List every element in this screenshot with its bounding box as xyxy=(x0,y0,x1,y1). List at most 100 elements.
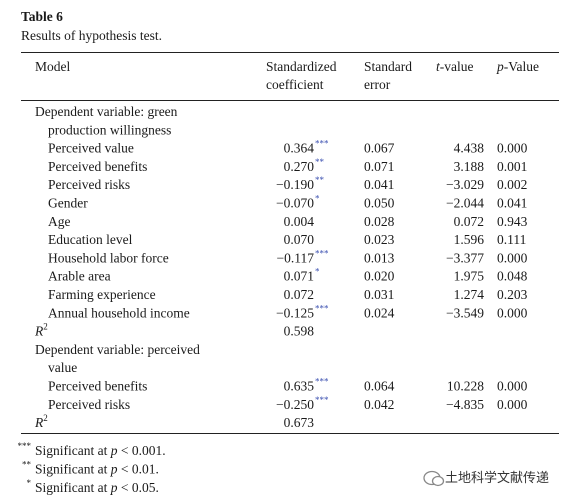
row-name: Arable area xyxy=(48,269,111,284)
coef: 0.364 xyxy=(284,141,315,156)
section-heading: production willingness xyxy=(48,122,171,137)
significance-stars: *** xyxy=(315,139,329,149)
p-value: 0.048 xyxy=(497,269,528,284)
watermark: 土地科学文献传递 xyxy=(445,470,549,486)
coef: 0.270 xyxy=(284,159,315,174)
text: Significant at xyxy=(35,480,111,495)
header-coef: Standardized xyxy=(266,59,337,74)
sup: 2 xyxy=(43,413,48,423)
footnote-mark: ** xyxy=(22,460,32,470)
coef: 0.071 xyxy=(284,269,314,284)
coef: 0.635 xyxy=(284,379,315,394)
coef: 0.004 xyxy=(284,214,315,229)
std-error: 0.013 xyxy=(364,250,395,265)
std-error: 0.071 xyxy=(364,159,394,174)
row-name: Perceived risks xyxy=(48,177,130,192)
p-value: 0.000 xyxy=(497,141,528,156)
p-value: 0.002 xyxy=(497,177,527,192)
significance-stars: *** xyxy=(315,303,329,313)
coef: 0.070 xyxy=(284,232,315,247)
t-value: −2.044 xyxy=(446,196,484,211)
row-name: Perceived risks xyxy=(48,397,130,412)
t-value: 1.596 xyxy=(454,232,485,247)
header-model: Model xyxy=(35,59,70,74)
sup: 2 xyxy=(43,322,48,332)
coef: −0.190 xyxy=(276,177,314,192)
p-value: 0.000 xyxy=(497,250,528,265)
significance-stars: * xyxy=(315,194,320,204)
italic: p xyxy=(110,443,118,458)
text: Significant at xyxy=(35,443,111,458)
header-p: p-Value xyxy=(496,59,539,74)
std-error: 0.064 xyxy=(364,379,395,394)
p-value: 0.001 xyxy=(497,159,527,174)
row-name: Perceived benefits xyxy=(48,159,147,174)
p-value: 0.000 xyxy=(497,397,528,412)
row-name: Perceived value xyxy=(48,141,134,156)
significance-stars: *** xyxy=(315,377,329,387)
row-name: Household labor force xyxy=(48,250,169,265)
italic: p xyxy=(110,480,118,495)
row-name: Age xyxy=(48,214,71,229)
row-name: Annual household income xyxy=(48,305,190,320)
t-value: −3.029 xyxy=(446,177,484,192)
t-value: 1.975 xyxy=(454,269,485,284)
italic: p xyxy=(110,462,118,477)
text: Significant at xyxy=(35,462,111,477)
t-value: 0.072 xyxy=(454,214,484,229)
significance-stars: *** xyxy=(315,395,329,405)
text: -value xyxy=(440,59,474,74)
text: -Value xyxy=(504,59,539,74)
footnote: Significant at p < 0.001. xyxy=(35,443,166,458)
footnote: Significant at p < 0.05. xyxy=(35,480,159,495)
significance-stars: ** xyxy=(315,175,325,185)
t-value: −4.835 xyxy=(446,397,484,412)
coef: −0.250 xyxy=(276,397,314,412)
p-value: 0.111 xyxy=(497,232,526,247)
std-error: 0.031 xyxy=(364,287,394,302)
t-value: −3.549 xyxy=(446,305,484,320)
p-value: 0.203 xyxy=(497,287,528,302)
p-value: 0.000 xyxy=(497,379,528,394)
r-squared: 0.598 xyxy=(284,324,315,339)
r: R xyxy=(34,324,44,339)
header-se: error xyxy=(364,77,391,92)
header-se: Standard xyxy=(364,59,412,74)
r-squared-label: R2 xyxy=(34,413,48,430)
row-name: Gender xyxy=(48,196,88,211)
table-caption: Results of hypothesis test. xyxy=(21,28,162,43)
significance-stars: ** xyxy=(315,157,325,167)
row-name: Farming experience xyxy=(48,287,156,302)
footnote: Significant at p < 0.01. xyxy=(35,462,159,477)
header-t: t-value xyxy=(436,59,474,74)
text: < 0.001. xyxy=(117,443,165,458)
std-error: 0.020 xyxy=(364,269,395,284)
p-value: 0.943 xyxy=(497,214,528,229)
std-error: 0.028 xyxy=(364,214,395,229)
std-error: 0.042 xyxy=(364,397,394,412)
coef: −0.117 xyxy=(277,250,315,265)
coef: −0.070 xyxy=(276,196,314,211)
p-value: 0.000 xyxy=(497,305,528,320)
italic: p xyxy=(496,59,504,74)
text: < 0.01. xyxy=(117,462,158,477)
std-error: 0.023 xyxy=(364,232,395,247)
r-squared-label: R2 xyxy=(34,322,48,339)
table-title: Table 6 xyxy=(21,9,63,24)
italic: t xyxy=(436,59,441,74)
section-heading: value xyxy=(48,360,77,375)
section-heading: Dependent variable: green xyxy=(35,104,178,119)
footnote-mark: * xyxy=(27,478,32,488)
footnote-mark: *** xyxy=(18,441,32,451)
std-error: 0.024 xyxy=(364,305,395,320)
std-error: 0.041 xyxy=(364,177,394,192)
coef: −0.125 xyxy=(276,305,314,320)
std-error: 0.067 xyxy=(364,141,395,156)
coef: 0.072 xyxy=(284,287,314,302)
std-error: 0.050 xyxy=(364,196,395,211)
text: < 0.05. xyxy=(117,480,158,495)
section-heading: Dependent variable: perceived xyxy=(35,342,200,357)
row-name: Education level xyxy=(48,232,133,247)
